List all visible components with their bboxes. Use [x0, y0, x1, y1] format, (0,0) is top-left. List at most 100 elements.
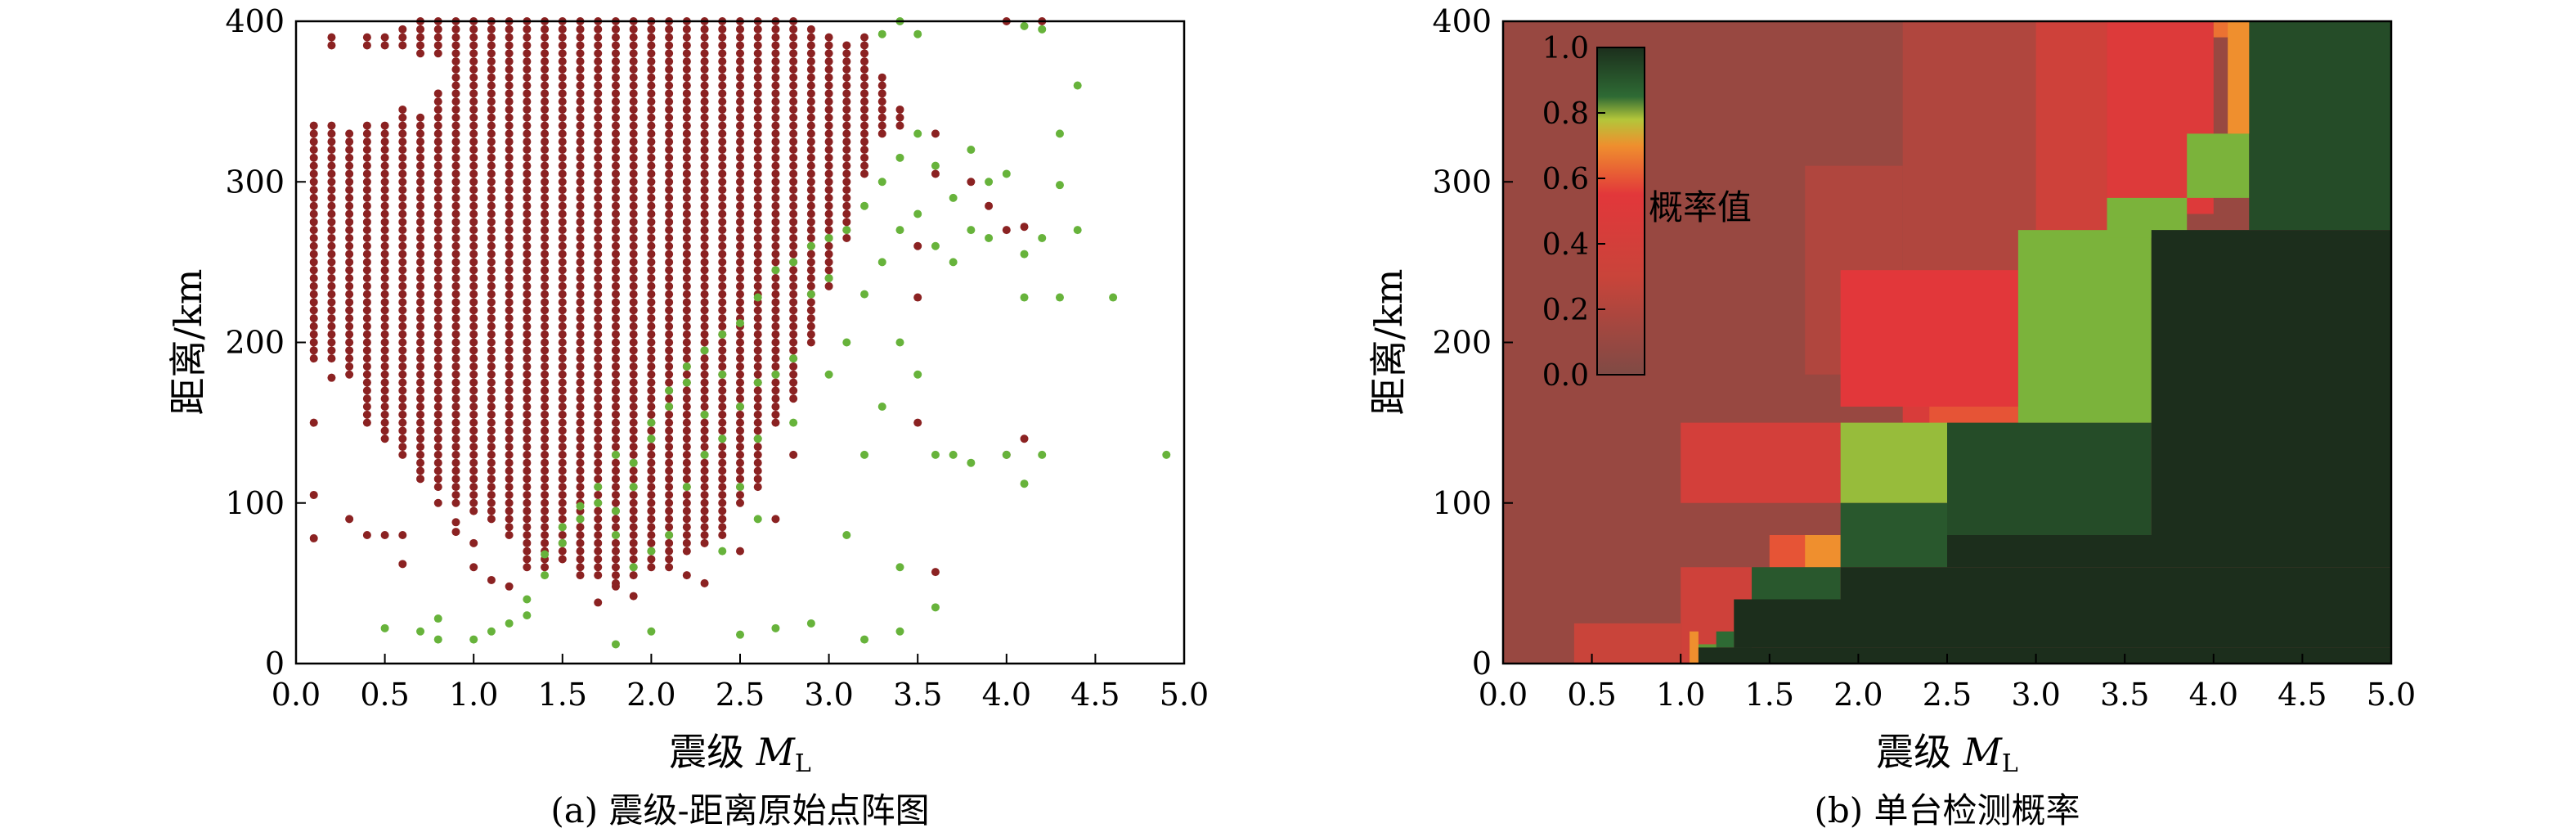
point-not-detected: [487, 298, 496, 307]
point-not-detected: [523, 346, 532, 355]
point-not-detected: [523, 314, 532, 323]
point-not-detected: [433, 153, 442, 162]
point-not-detected: [558, 515, 567, 524]
point-not-detected: [682, 298, 691, 307]
point-not-detected: [611, 330, 620, 339]
point-not-detected: [398, 241, 407, 250]
point-not-detected: [647, 378, 656, 387]
point-not-detected: [416, 370, 425, 379]
point-not-detected: [736, 266, 744, 275]
point-not-detected: [736, 250, 744, 259]
point-not-detected: [647, 538, 656, 547]
point-not-detected: [576, 137, 585, 146]
a-ytick-label: 100: [225, 485, 285, 521]
point-not-detected: [753, 33, 762, 42]
point-not-detected: [469, 563, 478, 572]
point-not-detected: [913, 241, 922, 250]
point-not-detected: [718, 250, 727, 259]
point-not-detected: [700, 121, 709, 130]
point-not-detected: [736, 169, 744, 178]
point-not-detected: [576, 386, 585, 395]
point-not-detected: [753, 193, 762, 202]
point-not-detected: [718, 153, 727, 162]
point-detected: [611, 506, 620, 515]
point-not-detected: [860, 89, 869, 98]
point-not-detected: [523, 73, 532, 82]
point-not-detected: [576, 218, 585, 227]
point-not-detected: [451, 146, 460, 154]
point-not-detected: [469, 266, 478, 275]
point-not-detected: [433, 193, 442, 202]
point-not-detected: [594, 386, 603, 395]
point-not-detected: [753, 105, 762, 114]
point-not-detected: [789, 298, 798, 307]
point-not-detected: [629, 426, 638, 435]
point-not-detected: [345, 258, 354, 267]
point-not-detected: [789, 266, 798, 275]
point-not-detected: [558, 113, 567, 122]
point-not-detected: [718, 394, 727, 403]
point-detected: [1002, 450, 1011, 459]
point-not-detected: [771, 362, 780, 371]
point-not-detected: [327, 233, 336, 242]
point-not-detected: [753, 458, 762, 467]
point-not-detected: [309, 169, 318, 178]
point-not-detected: [647, 370, 656, 379]
point-not-detected: [682, 113, 691, 122]
point-not-detected: [629, 137, 638, 146]
point-not-detected: [451, 475, 460, 484]
point-not-detected: [362, 330, 371, 339]
point-not-detected: [523, 378, 532, 387]
point-not-detected: [594, 354, 603, 363]
point-not-detected: [451, 274, 460, 282]
point-not-detected: [682, 354, 691, 363]
point-not-detected: [665, 314, 674, 323]
point-not-detected: [469, 458, 478, 467]
point-not-detected: [718, 193, 727, 202]
point-not-detected: [451, 314, 460, 323]
point-not-detected: [362, 410, 371, 419]
point-not-detected: [647, 250, 656, 259]
point-not-detected: [451, 49, 460, 58]
b-xtick-label: 2.0: [1833, 677, 1883, 713]
point-not-detected: [753, 41, 762, 50]
point-not-detected: [327, 258, 336, 267]
point-not-detected: [665, 354, 674, 363]
point-not-detected: [362, 241, 371, 250]
point-not-detected: [416, 129, 425, 138]
point-not-detected: [327, 209, 336, 218]
point-not-detected: [718, 178, 727, 187]
point-not-detected: [416, 169, 425, 178]
point-not-detected: [665, 193, 674, 202]
point-not-detected: [451, 528, 460, 537]
point-not-detected: [806, 178, 815, 187]
point-not-detected: [523, 555, 532, 564]
point-detected: [736, 630, 744, 639]
point-detected: [1055, 293, 1064, 302]
point-not-detected: [416, 41, 425, 50]
point-not-detected: [647, 105, 656, 114]
point-not-detected: [505, 266, 514, 275]
point-not-detected: [541, 186, 550, 195]
point-not-detected: [416, 394, 425, 403]
point-not-detected: [806, 266, 815, 275]
point-not-detected: [398, 378, 407, 387]
panel-b: 0.0 0.5 1.0 1.5 2.0 2.5 3.0 3.5 4.0 4.5 5.0 010020…: [1367, 3, 2416, 830]
point-detected: [931, 450, 940, 459]
heatmap-cell: [2228, 21, 2250, 134]
point-not-detected: [433, 226, 442, 235]
point-not-detected: [824, 266, 833, 275]
point-not-detected: [842, 97, 851, 106]
point-not-detected: [594, 314, 603, 323]
point-detected: [665, 531, 674, 539]
point-not-detected: [416, 458, 425, 467]
point-not-detected: [309, 290, 318, 299]
point-not-detected: [594, 547, 603, 556]
point-not-detected: [700, 266, 709, 275]
point-not-detected: [362, 41, 371, 50]
point-not-detected: [789, 49, 798, 58]
point-not-detected: [665, 298, 674, 307]
point-not-detected: [487, 346, 496, 355]
point-not-detected: [842, 81, 851, 90]
point-not-detected: [647, 146, 656, 154]
